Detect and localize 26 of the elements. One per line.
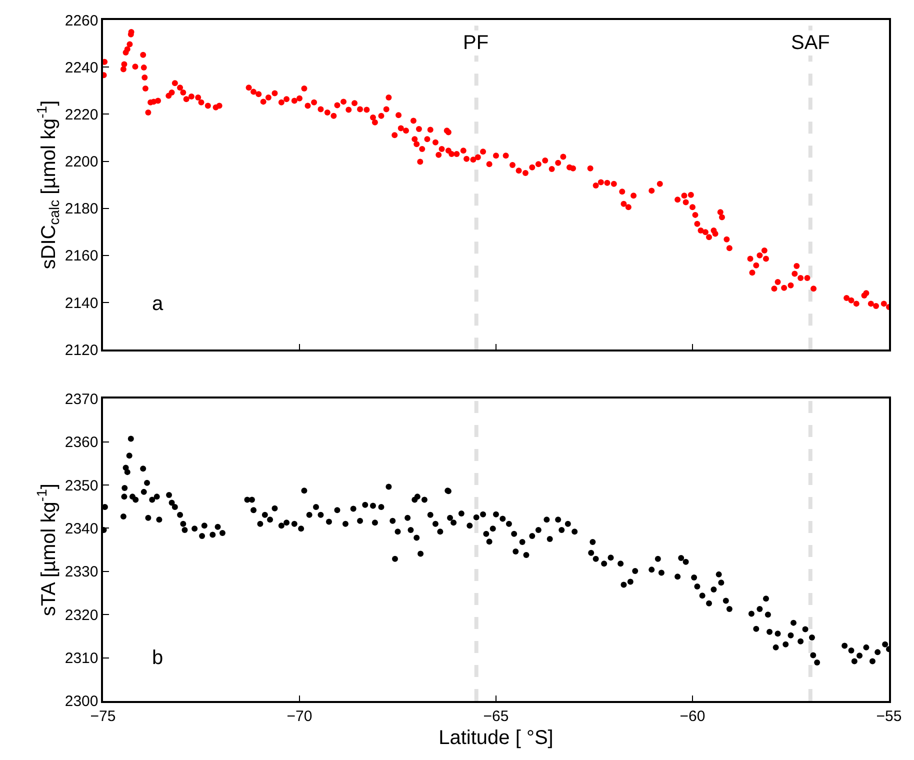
y-tick-label: 2340 (64, 520, 98, 538)
y-tick-label: 2300 (64, 693, 98, 710)
y-tick-label: 2160 (64, 248, 98, 265)
ref-line-label: PF (463, 32, 489, 54)
y-tick-label: 2140 (64, 294, 98, 312)
y-tick-label: 2220 (64, 106, 98, 124)
annotation: b (152, 647, 164, 669)
y-tick-label: 2360 (64, 434, 98, 452)
x-tick-label: −70 (286, 708, 312, 725)
x-tick-label: −55 (876, 708, 902, 725)
x-tick-label: −75 (90, 708, 116, 725)
y-tick-label: 2320 (64, 606, 98, 624)
y-tick-label: 2240 (64, 59, 98, 76)
y-tick-label: 2310 (64, 650, 98, 668)
ref-line-label: SAF (791, 32, 830, 54)
x-tick-label: −65 (483, 708, 509, 725)
annotation: a (152, 293, 164, 315)
y-tick-label: 2180 (64, 200, 98, 218)
x-tick-label: −60 (680, 708, 706, 725)
y-tick-label: 2370 (64, 390, 98, 408)
y-tick-label: 2120 (64, 342, 98, 359)
y-tick-label: 2200 (64, 154, 98, 171)
y-tick-label: 2330 (64, 564, 98, 581)
y-tick-label: 2350 (64, 477, 98, 494)
y-tick-label: 2260 (64, 12, 98, 30)
x-axis-title: Latitude [ °S] (438, 726, 554, 749)
